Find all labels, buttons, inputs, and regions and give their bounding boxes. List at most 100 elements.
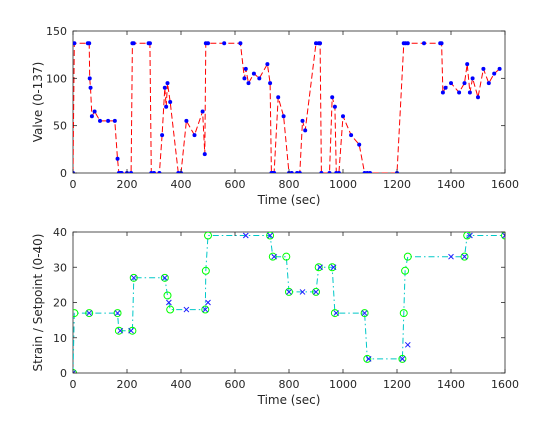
data-point (404, 341, 411, 348)
data-point (206, 41, 210, 46)
data-point (470, 76, 475, 81)
data-point (73, 41, 77, 46)
data-point (129, 273, 138, 282)
data-point (238, 41, 243, 46)
data-point (286, 289, 292, 295)
series-line (73, 42, 500, 173)
data-point (202, 152, 207, 157)
data-point (164, 104, 169, 109)
data-point (330, 95, 335, 100)
data-point (314, 263, 323, 272)
data-point (303, 128, 308, 133)
data-point (327, 171, 332, 173)
data-point (457, 90, 462, 95)
x-tick-label: 800 (279, 378, 300, 391)
data-point (365, 356, 372, 362)
x-tick-label: 1000 (329, 178, 357, 191)
valve-panel: 0 200 400 600 800 1000 1200 1400 1600 0 50 100 150 Ti… (31, 25, 519, 207)
y-tick-label: 50 (53, 120, 67, 133)
data-point (114, 326, 123, 335)
y-axis-label: Valve (0-137) (31, 62, 45, 143)
data-point (85, 309, 94, 318)
data-point (405, 41, 410, 46)
x-tick-label: 600 (225, 178, 246, 191)
data-point (297, 171, 302, 173)
data-point (86, 310, 93, 316)
x-tick-label: 1200 (383, 178, 411, 191)
y-tick-label: 20 (53, 297, 67, 310)
data-point (201, 305, 210, 314)
data-point (98, 118, 102, 123)
data-point (281, 114, 286, 119)
data-point (486, 81, 491, 86)
data-point (113, 309, 122, 318)
data-point (87, 76, 92, 81)
strain-panel: 0 200 400 600 800 1000 1200 1400 1600 0 10 20 30 40 Ti… (31, 226, 519, 407)
data-point (115, 156, 120, 161)
data-point (422, 41, 426, 46)
data-point (492, 71, 497, 76)
data-point (200, 109, 205, 114)
data-point (222, 41, 227, 46)
data-point (363, 354, 372, 363)
data-point (160, 273, 169, 282)
data-point (465, 62, 470, 67)
data-layer (73, 232, 505, 373)
data-point (168, 100, 173, 104)
data-point (242, 76, 247, 81)
data-point (476, 95, 480, 100)
data-point (184, 118, 189, 123)
data-point (152, 171, 156, 173)
x-tick-label: 0 (70, 378, 77, 391)
data-point (330, 264, 337, 271)
data-point (265, 62, 270, 67)
data-point (165, 299, 172, 306)
data-point (463, 232, 472, 240)
data-point (336, 171, 341, 173)
data-point (317, 264, 323, 271)
x-tick-label: 400 (171, 378, 192, 391)
y-tick-label: 100 (46, 72, 67, 85)
data-point (166, 305, 175, 314)
data-point (272, 171, 277, 173)
x-tick-label: 400 (171, 178, 192, 191)
data-point (440, 90, 445, 95)
data-point (399, 356, 406, 362)
data-point (467, 232, 473, 239)
data-point (73, 370, 76, 373)
data-point (202, 306, 209, 313)
y-tick-label: 10 (53, 332, 67, 345)
data-point (481, 66, 486, 71)
data-point (119, 171, 124, 173)
plot-area (72, 30, 506, 174)
data-point (443, 85, 448, 90)
data-point (349, 133, 354, 138)
x-axis-label: Time (sec) (257, 193, 321, 207)
data-point (157, 171, 162, 173)
x-tick-label: 1600 (491, 178, 519, 191)
data-point (267, 232, 273, 239)
data-point (467, 90, 472, 95)
series-line (73, 235, 505, 373)
data-point (460, 252, 469, 261)
data-point (165, 81, 170, 86)
data-point (300, 118, 305, 123)
data-point (341, 114, 345, 119)
data-point (332, 104, 337, 109)
data-point (147, 41, 152, 46)
data-point (449, 81, 453, 86)
data-point (361, 310, 368, 316)
data-point (257, 76, 262, 81)
data-point (205, 299, 211, 306)
data-point (112, 118, 117, 123)
data-point (439, 41, 444, 46)
data-point (462, 81, 467, 86)
data-point (268, 81, 273, 86)
data-point (192, 133, 197, 138)
data-point (131, 41, 136, 46)
y-tick-label: 40 (53, 226, 67, 239)
data-point (318, 41, 323, 46)
data-point (89, 114, 94, 119)
x-tick-label: 1400 (437, 378, 465, 391)
y-axis-label: Strain / Setpoint (0-40) (31, 234, 45, 372)
